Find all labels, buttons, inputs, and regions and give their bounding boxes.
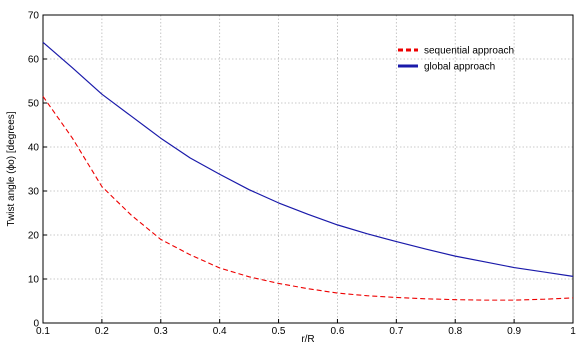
y-tick-label: 0 — [33, 319, 39, 330]
y-tick-label: 50 — [28, 99, 40, 110]
x-tick-label: 0.2 — [95, 326, 109, 337]
plot-area — [42, 14, 574, 324]
x-tick-label: 0.3 — [154, 326, 168, 337]
series-line-global — [42, 41, 574, 277]
x-tick-label: 0.9 — [507, 326, 521, 337]
x-tick-label: 0.6 — [330, 326, 344, 337]
y-tick-label: 70 — [28, 11, 40, 22]
x-tick-label: 0.5 — [272, 326, 286, 337]
legend: sequential approach global approach — [398, 46, 514, 73]
y-tick-label: 60 — [28, 55, 40, 66]
legend-label-sequential: sequential approach — [424, 46, 514, 57]
x-tick-label: 1 — [570, 326, 576, 337]
y-tick-label: 10 — [28, 275, 40, 286]
grid — [43, 15, 573, 323]
legend-label-global: global approach — [424, 62, 495, 73]
x-tick-label: 0.7 — [389, 326, 403, 337]
x-tick-label: 0.4 — [213, 326, 227, 337]
y-axis-label: Twist angle (ϕo) [degrees] — [6, 111, 17, 226]
x-tick-label: 0.1 — [36, 326, 50, 337]
y-tick-label: 20 — [28, 231, 40, 242]
x-tick-label: 0.8 — [448, 326, 462, 337]
x-axis-label: r/R — [301, 334, 314, 345]
series-line-sequential — [42, 96, 574, 301]
y-tick-label: 40 — [28, 143, 40, 154]
y-tick-label: 30 — [28, 187, 40, 198]
ticks: 0.1 0.2 0.3 0.4 0.5 0.6 0.7 0.8 0.9 1010203040506… — [28, 11, 576, 338]
series-lines — [42, 41, 574, 301]
